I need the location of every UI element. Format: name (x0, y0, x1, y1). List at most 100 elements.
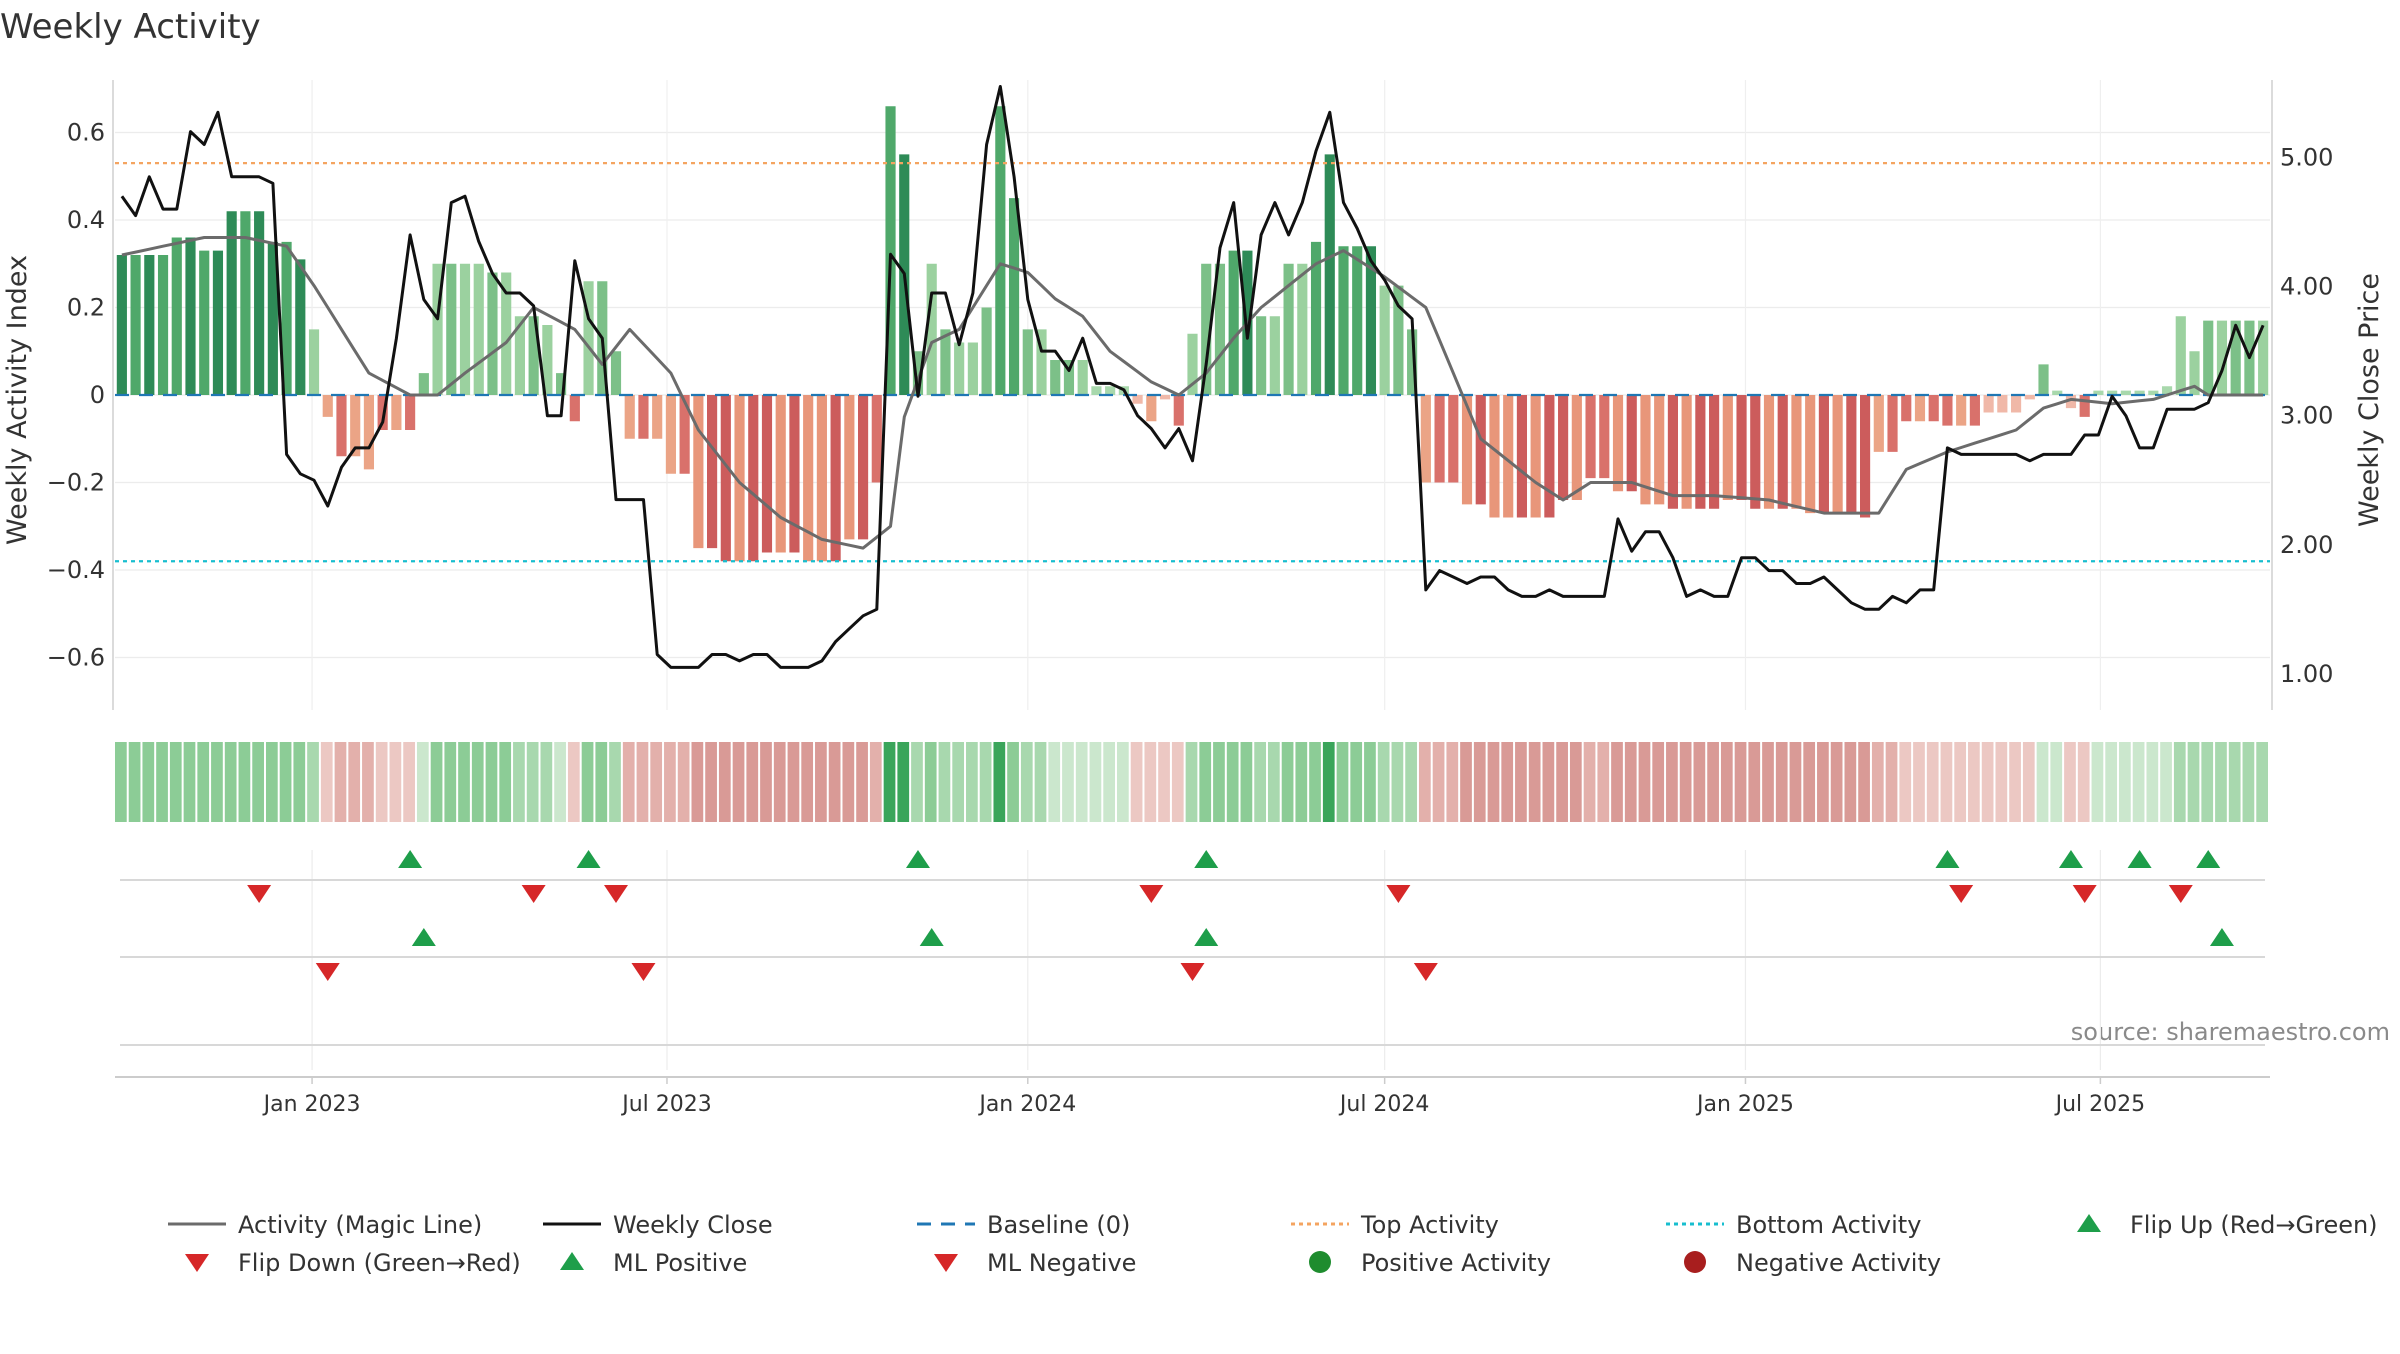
activity-bar (665, 395, 676, 474)
y-left-tick-label: −0.2 (47, 469, 105, 497)
heat-cell (2105, 742, 2118, 822)
legend-label: Activity (Magic Line) (238, 1211, 482, 1239)
activity-bar (2093, 390, 2104, 395)
heat-cell (1871, 742, 1884, 822)
activity-bar (473, 263, 484, 395)
activity-bar (2189, 351, 2200, 395)
heat-cell (142, 742, 155, 822)
activity-bar (1420, 395, 1431, 483)
heat-cell (869, 742, 882, 822)
heat-cell (1158, 742, 1170, 822)
heat-cell (2201, 742, 2214, 822)
heat-cell (1666, 742, 1678, 822)
activity-bar (926, 263, 937, 395)
activity-bar (871, 395, 882, 483)
activity-bar (1928, 395, 1939, 422)
heat-cell (265, 742, 278, 822)
heat-cell (1981, 742, 1994, 822)
heat-cell (156, 742, 168, 822)
heat-cell (444, 742, 457, 822)
y-left-tick-label: 0.6 (67, 119, 105, 147)
activity-bar (446, 263, 457, 395)
legend-triangle-down-icon (934, 1254, 958, 1272)
activity-bar (1489, 395, 1500, 518)
activity-bar (1667, 395, 1678, 509)
heat-cell (2009, 742, 2021, 822)
flip-down-marker (2072, 885, 2097, 903)
heat-cell (183, 742, 196, 822)
heat-cell (1775, 742, 1788, 822)
heat-cell (416, 742, 429, 822)
activity-bar (2230, 320, 2241, 395)
heat-cell (911, 742, 923, 822)
activity-bar (2079, 395, 2090, 417)
heat-cell (1611, 742, 1623, 822)
heat-cell (320, 742, 333, 822)
heat-cell (1226, 742, 1239, 822)
activity-bar (1228, 250, 1239, 395)
activity-bar (1914, 395, 1926, 422)
activity-bar (1461, 395, 1473, 505)
heat-cell (1185, 742, 1198, 822)
x-tick-label: Jan 2023 (262, 1092, 361, 1117)
flip-down-marker (2168, 885, 2193, 903)
heat-cell (1089, 742, 1102, 822)
heat-cell (2119, 742, 2131, 822)
heat-cell (458, 742, 470, 822)
ml-negative-marker (315, 963, 340, 981)
y-left-tick-label: 0 (90, 381, 105, 409)
activity-bar (789, 395, 800, 553)
activity-bar (1805, 395, 1816, 514)
activity-bar (720, 395, 731, 562)
y-right-tick-label: 4.00 (2280, 273, 2333, 301)
heat-cell (1926, 742, 1939, 822)
heat-cell (828, 742, 841, 822)
heat-cell (252, 742, 264, 822)
activity-bar (1640, 395, 1651, 505)
heat-cell (2132, 742, 2145, 822)
activity-bar (1818, 395, 1829, 514)
heat-cell (609, 742, 621, 822)
activity-bar (1022, 329, 1033, 395)
activity-bar (130, 255, 141, 395)
heat-cell (1968, 742, 1980, 822)
flip-up-marker (2196, 850, 2221, 868)
legend-label: Negative Activity (1736, 1249, 1941, 1277)
activity-bar (1544, 395, 1555, 518)
activity-bar (1173, 395, 1184, 426)
heat-cell (513, 742, 525, 822)
heat-cell (197, 742, 210, 822)
ml-positive-marker (919, 928, 944, 946)
activity-bar (487, 272, 498, 395)
activity-bar (308, 329, 320, 395)
heat-cell (1487, 742, 1500, 822)
activity-bar (1612, 395, 1624, 492)
activity-bar (116, 255, 127, 395)
heat-cell (1020, 742, 1033, 822)
heat-cell (1144, 742, 1157, 822)
activity-bar (1736, 395, 1747, 500)
heat-cell (1844, 742, 1857, 822)
heat-cell (801, 742, 814, 822)
activity-bar (885, 106, 896, 395)
heat-cell (952, 742, 965, 822)
heat-cell (1679, 742, 1692, 822)
activity-bar (1269, 316, 1280, 395)
activity-bar (1077, 360, 1088, 395)
activity-bar (185, 237, 196, 395)
activity-bar (1434, 395, 1445, 483)
heat-cell (732, 742, 745, 822)
heat-cell (1995, 742, 2008, 822)
legend-label: Top Activity (1360, 1211, 1499, 1239)
heat-cell (238, 742, 251, 822)
heat-cell (883, 742, 896, 822)
heat-cell (705, 742, 717, 822)
legend-triangle-up-icon (2077, 1214, 2101, 1232)
flip-down-marker (1949, 885, 1974, 903)
activity-bar (569, 395, 580, 422)
heat-cell (1762, 742, 1774, 822)
heat-cell (2228, 742, 2241, 822)
heat-cell (430, 742, 443, 822)
activity-bar (2175, 316, 2186, 395)
